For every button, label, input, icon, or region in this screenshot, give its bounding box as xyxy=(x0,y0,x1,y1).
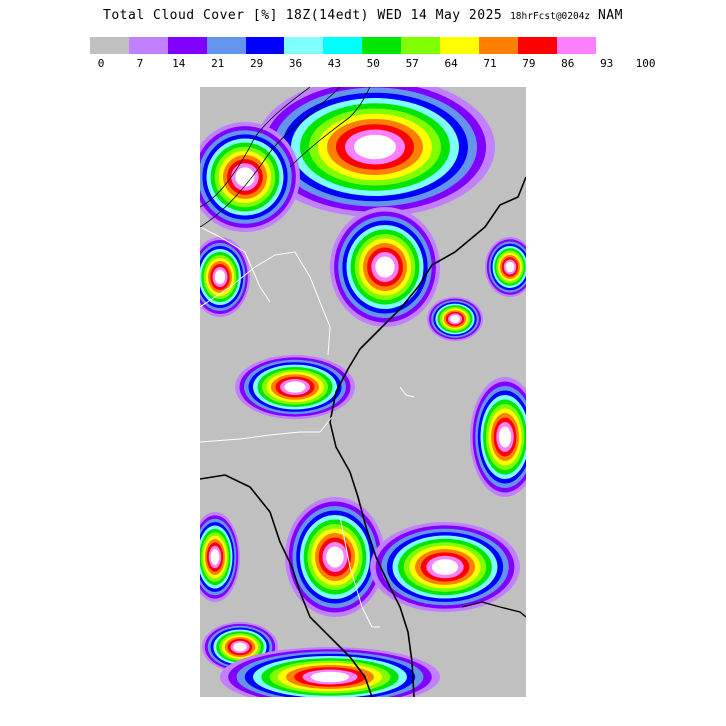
cloud-blob-coastal-plain-cluster xyxy=(235,355,355,419)
state-boundary-2 xyxy=(200,416,333,443)
legend-swatch xyxy=(90,37,129,54)
legend-tick-label: 100 xyxy=(635,57,656,70)
cloud-contour-band xyxy=(214,270,226,284)
model-name: NAM xyxy=(597,8,623,23)
legend-swatch xyxy=(517,37,557,54)
legend-tick-label: 43 xyxy=(327,57,342,70)
legend-swatch xyxy=(401,37,441,54)
cloud-blob-offshore-cell-east xyxy=(485,237,526,297)
legend-tick-label: 93 xyxy=(600,57,614,70)
cloud-blob-offshore-cell-center xyxy=(427,297,483,341)
legend-tick-label: 79 xyxy=(522,57,536,70)
legend-tick-label: 71 xyxy=(483,57,497,70)
state-boundary-4 xyxy=(339,516,380,628)
cloud-contour-band xyxy=(326,546,344,568)
cloud-blob-northeast-overcast xyxy=(255,87,495,217)
legend-tick-label: 50 xyxy=(366,57,380,70)
contour-line-1 xyxy=(200,87,311,208)
cloud-contour-band xyxy=(450,315,460,323)
legend-tick-label: 29 xyxy=(249,57,264,70)
legend-tick-label: 36 xyxy=(288,57,303,70)
cloud-blob-inland-band xyxy=(330,207,440,327)
legend-tick-label: 57 xyxy=(405,57,419,70)
legend-swatch xyxy=(245,37,285,54)
legend-swatch xyxy=(556,37,596,54)
cloud-contour-band xyxy=(284,381,306,393)
contour-line-2 xyxy=(200,87,341,228)
cloud-blob-offshore-band-southeast xyxy=(470,377,526,497)
product-title: Total Cloud Cover [%] xyxy=(103,8,278,23)
cloud-blob-west-edge-south xyxy=(200,512,240,602)
legend-swatch xyxy=(362,37,402,54)
cloud-contour-band xyxy=(233,642,247,652)
legend-tick-label: 64 xyxy=(444,57,458,70)
legend-tick-label: 21 xyxy=(211,57,225,70)
atlantic-coastline xyxy=(329,176,526,697)
gulf-coastline xyxy=(200,474,373,697)
legend-tick-label: 14 xyxy=(172,57,186,70)
legend-swatch xyxy=(206,37,246,54)
legend-swatch xyxy=(128,37,168,54)
valid-time: 18Z(14edt) WED 14 May 2025 xyxy=(285,8,503,23)
legend-swatch xyxy=(284,37,324,54)
cloud-contour-band xyxy=(498,426,512,448)
state-boundary-5 xyxy=(399,386,415,398)
cloud-contour-band xyxy=(431,559,459,575)
cloud-contour-band xyxy=(375,256,395,278)
legend-tick-labels: 0 7 14 21 29 36 43 50 57 64 71 79 86 93 100 xyxy=(0,57,726,71)
cloud-blob-southeast-coastal xyxy=(370,522,520,612)
cloud-contour-band xyxy=(235,167,255,187)
legend-swatch xyxy=(440,37,479,54)
cloud-blob-southern-edge xyxy=(220,647,440,697)
cloud-contour-band xyxy=(310,671,350,683)
legend-swatch xyxy=(323,37,363,54)
cloud-contour-band xyxy=(354,134,396,160)
map-boundaries xyxy=(200,87,526,697)
page-title: Total Cloud Cover [%] 18Z(14edt) WED 14 … xyxy=(0,8,726,23)
state-boundary-1 xyxy=(200,251,331,356)
legend-swatch xyxy=(478,37,518,54)
legend-tick-label: 86 xyxy=(561,57,575,70)
legend-swatch xyxy=(167,37,207,54)
state-boundary-3 xyxy=(200,226,271,303)
island-outline xyxy=(461,601,526,618)
cloud-cover-map xyxy=(200,87,526,697)
run-info: 18hrFcst@0204z xyxy=(510,11,591,22)
cloud-field xyxy=(200,87,526,697)
contour-line-3 xyxy=(289,87,371,168)
color-legend xyxy=(90,37,596,54)
cloud-contour-band xyxy=(210,549,220,565)
cloud-contour-band xyxy=(505,261,515,273)
legend-tick-label: 0 xyxy=(97,57,105,70)
cloud-blob-upper-left-cluster xyxy=(200,122,300,232)
cloud-blob-peninsula-south xyxy=(285,497,385,617)
legend-tick-label: 7 xyxy=(136,57,144,70)
